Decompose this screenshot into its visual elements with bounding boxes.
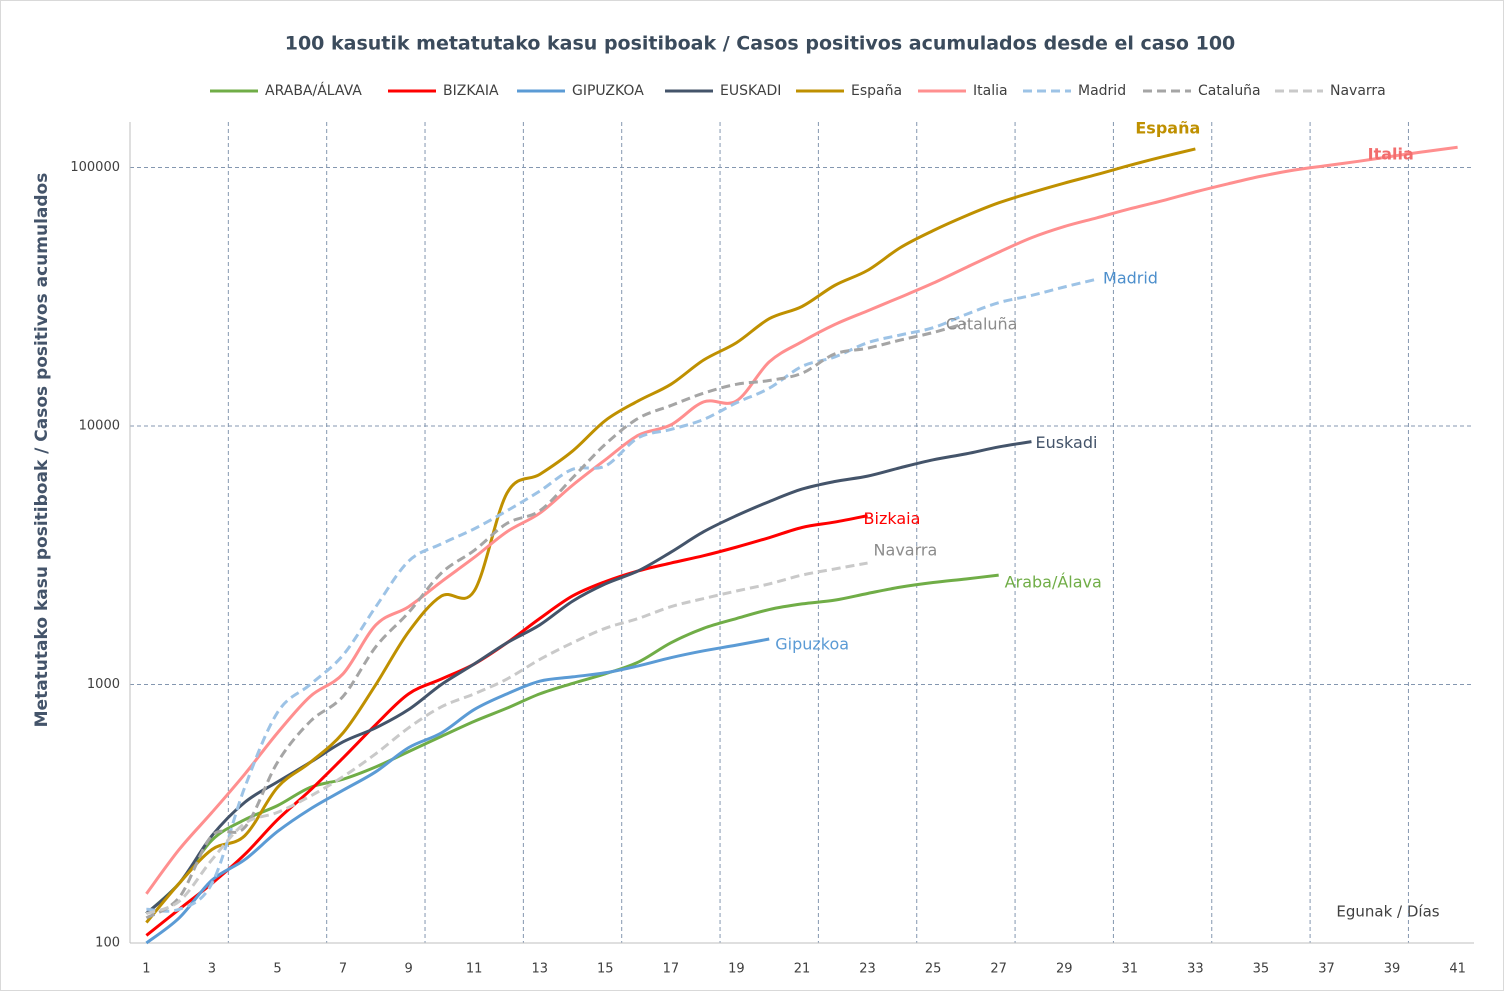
x-tick-label: 3 — [208, 962, 216, 977]
series-line — [145, 637, 770, 945]
series-line — [146, 277, 1098, 913]
series-line — [145, 145, 1458, 895]
legend-label: Italia — [973, 83, 1008, 99]
x-tick-label: 11 — [466, 962, 483, 977]
x-tick-label: 7 — [339, 962, 347, 977]
series-end-label: Gipuzkoa — [775, 634, 849, 653]
x-tick-label: 13 — [531, 962, 548, 977]
x-tick-label: 1 — [142, 962, 150, 977]
x-tick-label: 37 — [1318, 962, 1335, 977]
x-tick-label: 15 — [597, 962, 614, 977]
series-end-label: España — [1135, 118, 1200, 137]
legend-label: Cataluña — [1198, 83, 1261, 99]
legend-label: BIZKAIA — [443, 83, 499, 99]
series-line — [145, 321, 967, 920]
series-end-label: Cataluña — [946, 315, 1018, 334]
series-end-label: Italia — [1368, 145, 1414, 164]
series-line — [145, 147, 1196, 924]
chart-title: 100 kasutik metatutako kasu positiboak /… — [285, 33, 1236, 55]
series-end-label: Euskadi — [1035, 433, 1097, 452]
series-line — [145, 561, 868, 915]
series-end-label: Bizkaia — [864, 509, 921, 528]
x-tick-label: 31 — [1122, 962, 1139, 977]
y-tick-label: 10000 — [79, 419, 120, 434]
series-end-label: Araba/Álava — [1005, 573, 1102, 592]
y-tick-label: 100 — [95, 936, 120, 951]
x-tick-label: 33 — [1187, 962, 1204, 977]
legend-label: España — [851, 83, 902, 99]
legend-label: Navarra — [1330, 83, 1386, 99]
x-tick-label: 17 — [663, 962, 680, 977]
legend-label: GIPUZKOA — [572, 83, 644, 99]
x-tick-label: 41 — [1449, 962, 1466, 977]
x-tick-label: 27 — [990, 962, 1007, 977]
x-tick-label: 23 — [859, 962, 876, 977]
legend-label: EUSKADI — [720, 83, 781, 99]
x-tick-label: 29 — [1056, 962, 1073, 977]
x-axis-title: Egunak / Días — [1336, 903, 1439, 921]
x-tick-label: 19 — [728, 962, 745, 977]
x-tick-label: 5 — [273, 962, 281, 977]
y-axis-title: Metatutako kasu positiboak / Casos posit… — [32, 173, 52, 728]
x-tick-label: 9 — [404, 962, 412, 977]
series-end-label: Navarra — [874, 541, 938, 560]
x-tick-label: 21 — [794, 962, 811, 977]
x-tick-label: 39 — [1384, 962, 1401, 977]
series-end-label: Madrid — [1103, 269, 1158, 288]
y-tick-label: 100000 — [70, 160, 120, 175]
y-tick-label: 1000 — [87, 677, 120, 692]
legend-label: Madrid — [1078, 83, 1126, 99]
series-line — [145, 573, 999, 915]
x-tick-label: 35 — [1253, 962, 1270, 977]
legend-label: ARABA/ÁLAVA — [265, 82, 362, 99]
x-tick-label: 25 — [925, 962, 942, 977]
